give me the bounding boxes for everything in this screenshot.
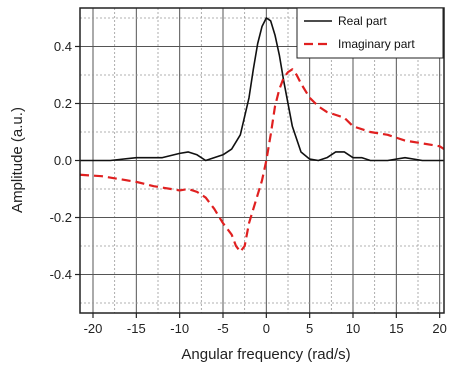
axis-ticks: -20 -15 -10 -5 0 5 10 15 20 -0.4 -0.2 0.0 0.2 0.4 <box>50 39 447 336</box>
x-axis-title: Angular frequency (rad/s) <box>181 346 350 363</box>
x-tick-label: -15 <box>127 321 146 336</box>
y-tick-label: 0.4 <box>54 39 72 54</box>
x-tick-label: -5 <box>217 321 229 336</box>
y-axis-title: Amplitude (a.u.) <box>9 107 26 213</box>
series-layer <box>79 17 445 253</box>
y-tick-label: 0.2 <box>54 96 72 111</box>
x-tick-label: -20 <box>84 321 103 336</box>
y-tick-label: -0.2 <box>50 210 72 225</box>
x-tick-label: -10 <box>170 321 189 336</box>
x-tick-label: 20 <box>432 321 446 336</box>
legend-label-real: Real part <box>338 14 387 28</box>
legend-label-imaginary: Imaginary part <box>338 37 415 51</box>
legend-box <box>296 7 444 59</box>
y-tick-label: 0.0 <box>54 153 72 168</box>
series-line-imaginary <box>79 68 445 253</box>
legend: Real part Imaginary part <box>296 7 444 59</box>
x-tick-label: 15 <box>389 321 403 336</box>
y-tick-label: -0.4 <box>50 267 72 282</box>
series-line-real <box>80 17 444 162</box>
x-tick-label: 0 <box>263 321 270 336</box>
x-tick-label: 5 <box>306 321 313 336</box>
x-tick-label: 10 <box>346 321 360 336</box>
